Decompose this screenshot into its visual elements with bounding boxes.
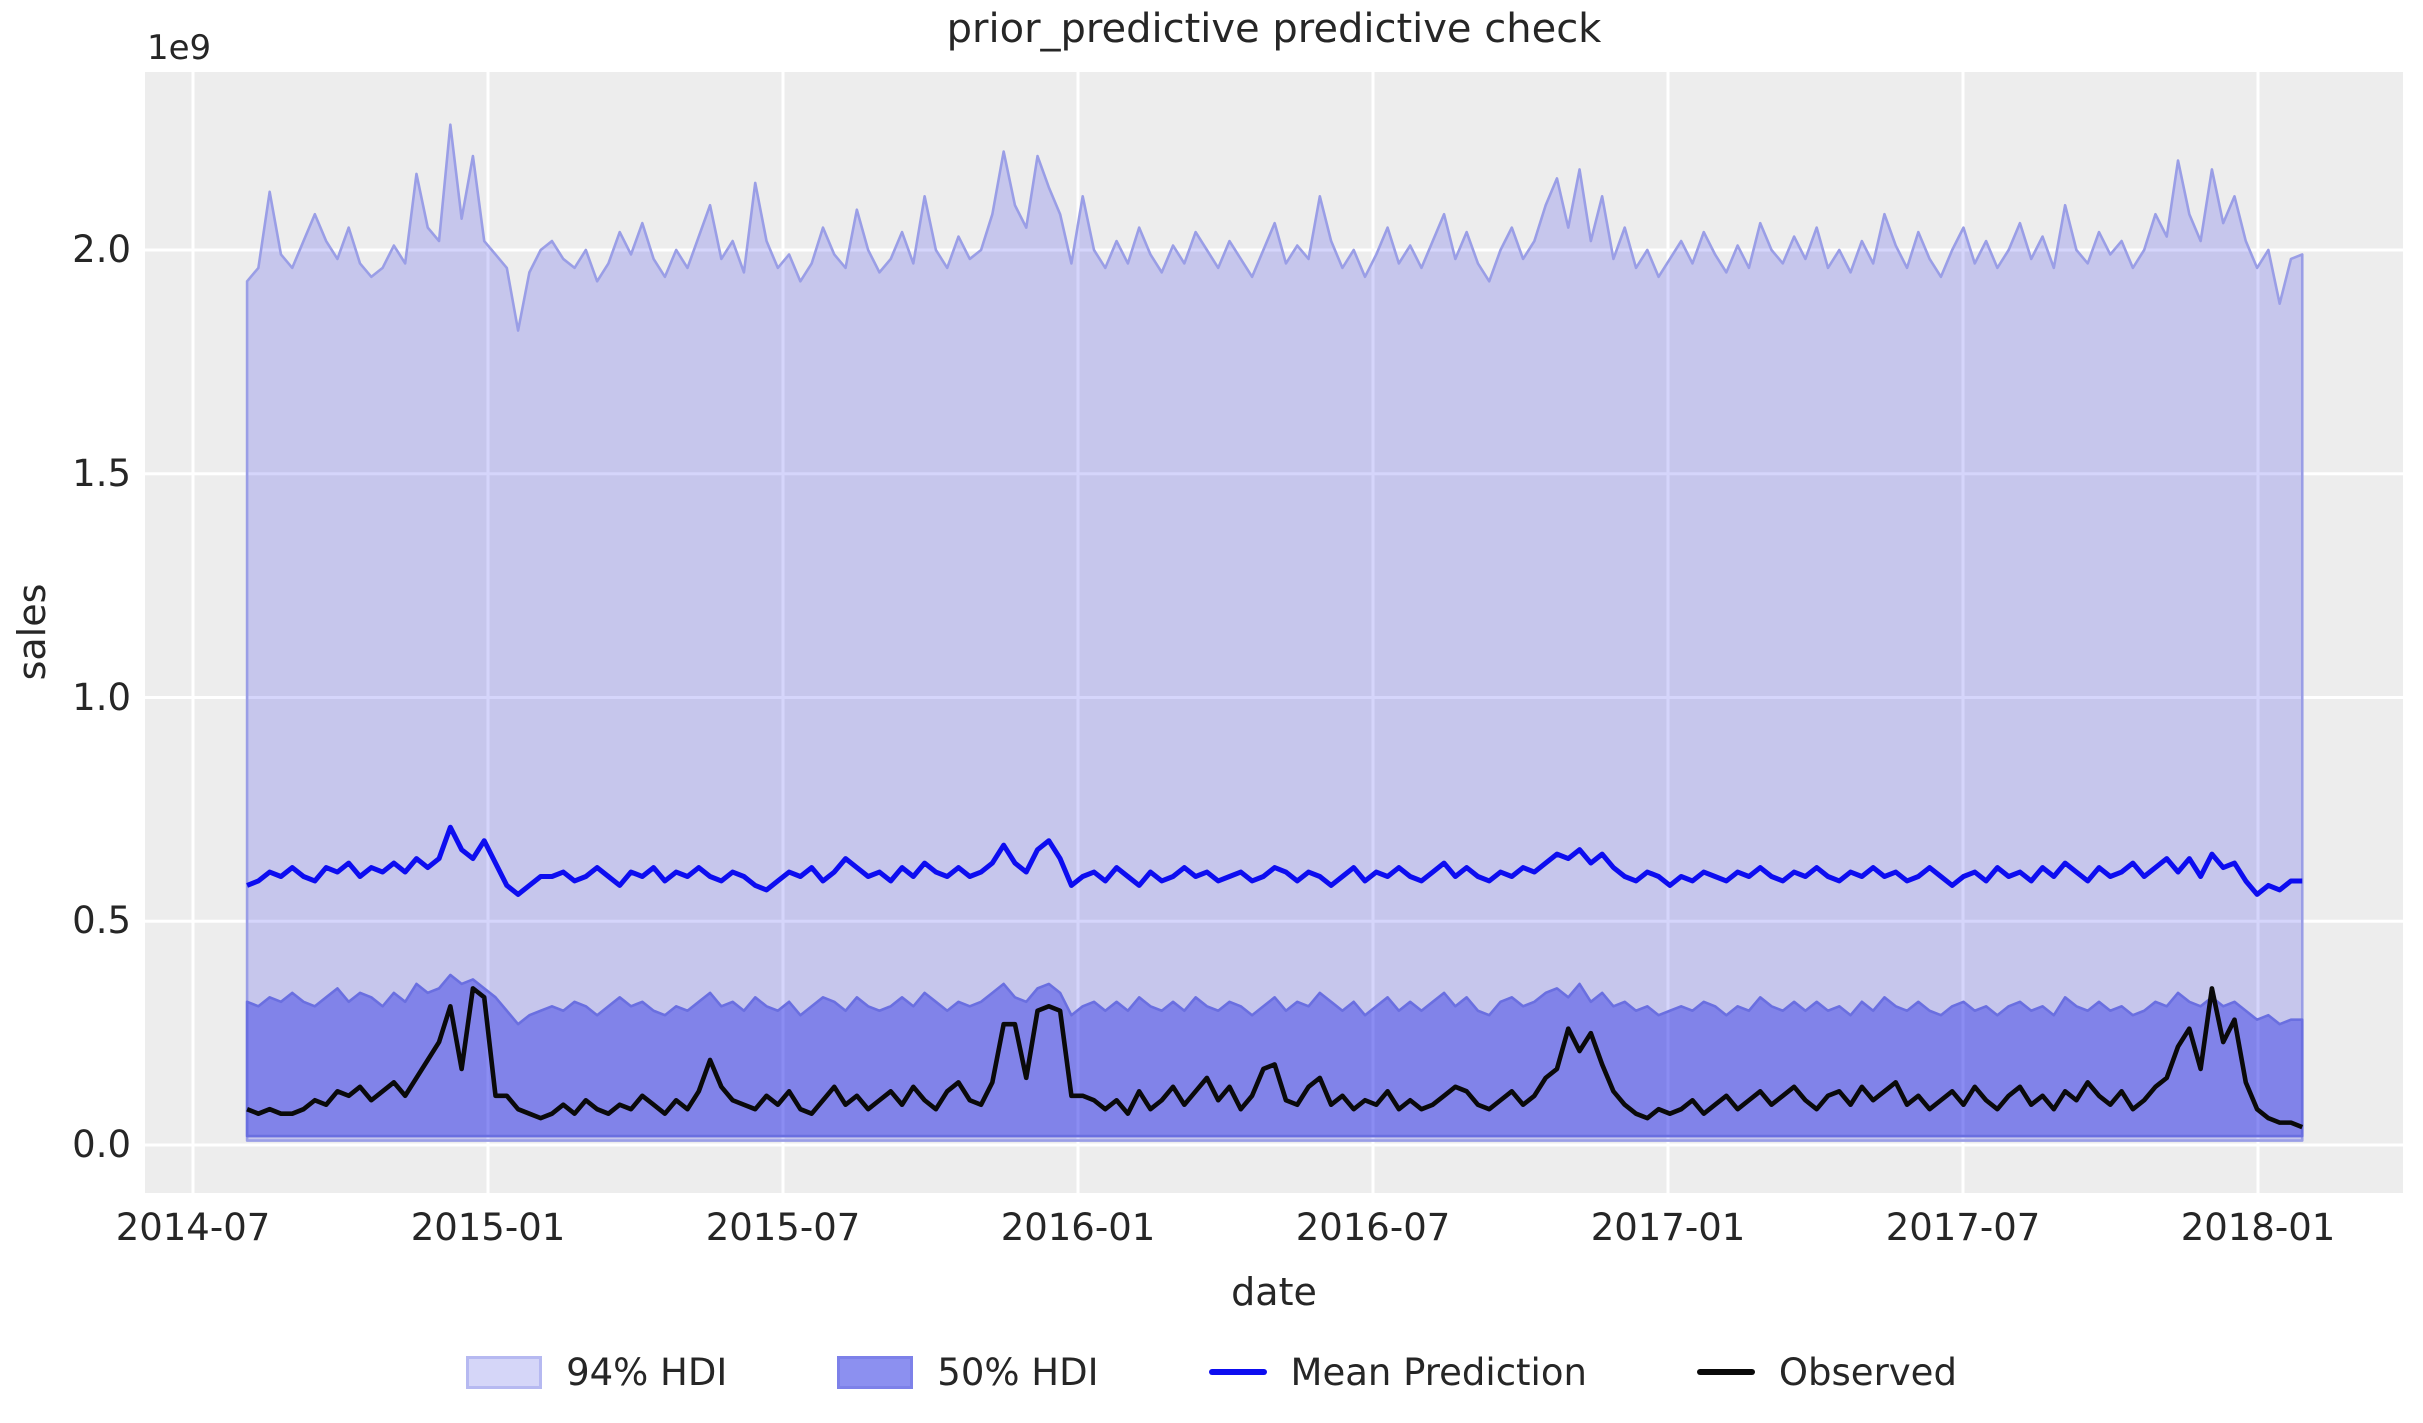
y-tick-label-1.5: 1.5 (72, 451, 131, 495)
x-tick-label-2017-07: 2017-07 (1885, 1206, 2041, 1249)
hdi-50-band-edge (245, 973, 2304, 1138)
legend-label-50-hdi: 50% HDI (937, 1350, 1099, 1394)
x-tick-label-2016-07: 2016-07 (1295, 1206, 1451, 1249)
y-tick-label-0.0: 0.0 (72, 1123, 131, 1166)
x-tick-label-2016-01: 2016-01 (1000, 1206, 1156, 1249)
x-tick-label-2015-01: 2015-01 (410, 1206, 566, 1249)
x-tick-label-2018-01: 2018-01 (2180, 1206, 2336, 1249)
legend-label-observed: Observed (1778, 1350, 1957, 1394)
mean-prediction-line-swatch (1208, 1369, 1267, 1375)
hdi-50-band-fill (247, 974, 2303, 1137)
x-axis-label: date (1231, 1270, 1317, 1314)
legend: 94% HDI 50% HDI Mean Prediction Observed (0, 1344, 2423, 1400)
x-tick-label-2014-07: 2014-07 (115, 1206, 271, 1249)
y-tick-label-2.0: 2.0 (72, 228, 131, 271)
observed-line-swatch (1696, 1369, 1755, 1375)
legend-item-mean-prediction: Mean Prediction (1208, 1350, 1587, 1394)
x-tick-label-2015-07: 2015-07 (705, 1206, 861, 1249)
hdi-94-band-fill (247, 124, 2303, 1141)
x-tick-label-2017-01: 2017-01 (1590, 1206, 1746, 1249)
legend-item-50-hdi: 50% HDI (837, 1350, 1099, 1394)
legend-label-mean-prediction: Mean Prediction (1290, 1350, 1587, 1394)
hdi-50-swatch (837, 1355, 914, 1389)
chart-title: prior_predictive predictive check (946, 6, 1602, 52)
mean-prediction-line (246, 824, 2303, 897)
y-axis-offset-label: 1e9 (147, 28, 212, 68)
observed-line (246, 986, 2304, 1130)
y-tick-label-1.0: 1.0 (72, 675, 131, 719)
legend-item-observed: Observed (1696, 1350, 1957, 1394)
legend-item-94-hdi: 94% HDI (466, 1351, 727, 1394)
y-axis-label: sales (10, 583, 54, 681)
legend-label-94-hdi: 94% HDI (566, 1350, 728, 1394)
hdi-94-swatch (466, 1355, 543, 1389)
y-tick-label-0.5: 0.5 (72, 899, 131, 943)
hdi-94-band-edge (245, 123, 2304, 1142)
